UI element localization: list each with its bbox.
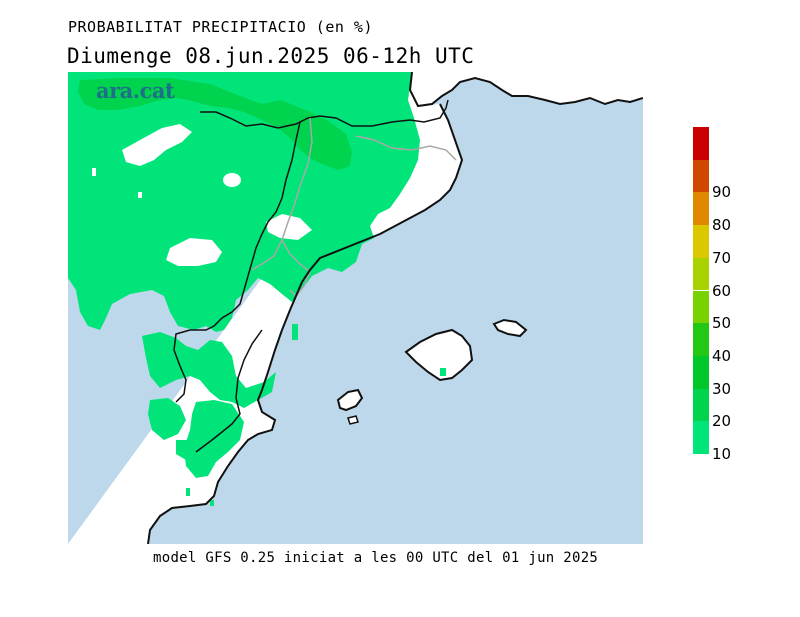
province-boundary (195, 329, 263, 453)
dry-zones (92, 124, 312, 266)
legend-swatch (693, 355, 709, 389)
coastline (147, 72, 643, 544)
model-footer: model GFS 0.25 iniciat a les 00 UTC del … (153, 550, 599, 566)
legend-label: 50 (712, 314, 732, 333)
formentera-island (347, 415, 359, 425)
legend-label: 40 (712, 346, 732, 365)
menorca-island (492, 318, 528, 338)
legend-swatch (693, 192, 709, 226)
legend-label: 60 (712, 281, 732, 300)
cabrera-green-spot (440, 368, 446, 376)
legend-label: 70 (712, 248, 732, 267)
precipitation-map (68, 72, 643, 544)
legend-swatch (693, 290, 709, 324)
legend-swatch (693, 127, 709, 160)
legend-swatch (693, 421, 709, 454)
legend-swatch (693, 159, 709, 193)
legend-label: 10 (712, 445, 732, 463)
legend-label: 30 (712, 379, 732, 398)
map-title: PROBABILITAT PRECIPITACIO (en %) (68, 18, 373, 36)
legend-swatch (693, 225, 709, 258)
mallorca-island (404, 328, 474, 382)
legend-label: 80 (712, 216, 732, 235)
ara-cat-logo: ara.cat (96, 78, 175, 103)
legend-label: 90 (712, 183, 732, 202)
legend-swatch (693, 257, 709, 291)
legend-swatch (693, 323, 709, 356)
legend-swatch (693, 388, 709, 422)
region-boundary (173, 121, 301, 403)
legend-label: 20 (712, 412, 732, 431)
precip-zone-20-30 (78, 78, 352, 170)
ibiza-island (336, 388, 364, 412)
border-lines (200, 99, 449, 129)
map-subtitle: Diumenge 08.jun.2025 06-12h UTC (67, 44, 475, 68)
